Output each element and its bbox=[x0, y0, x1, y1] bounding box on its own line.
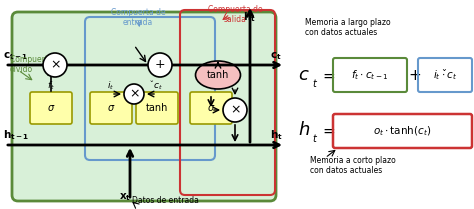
Text: tanh: tanh bbox=[207, 70, 229, 80]
Circle shape bbox=[43, 53, 67, 77]
Text: Compuerta de
olvido: Compuerta de olvido bbox=[10, 55, 64, 74]
FancyBboxPatch shape bbox=[30, 92, 72, 124]
Ellipse shape bbox=[195, 61, 240, 89]
Text: $\mathbf{h_t}$: $\mathbf{h_t}$ bbox=[243, 10, 256, 24]
Text: $f_t$: $f_t$ bbox=[47, 79, 55, 92]
FancyBboxPatch shape bbox=[190, 92, 232, 124]
Text: $\mathbf{c_{t-1}}$: $\mathbf{c_{t-1}}$ bbox=[3, 50, 28, 62]
Text: $c$: $c$ bbox=[298, 66, 310, 84]
Text: $i_t$: $i_t$ bbox=[108, 79, 115, 92]
Text: $\check{c}_t$: $\check{c}_t$ bbox=[150, 79, 164, 92]
Text: Datos de entrada: Datos de entrada bbox=[132, 196, 199, 205]
Text: Memoria a corto plazo
con datos actuales: Memoria a corto plazo con datos actuales bbox=[310, 156, 396, 175]
Text: Compuerta de
salida: Compuerta de salida bbox=[208, 5, 262, 24]
Text: $\sigma$: $\sigma$ bbox=[47, 103, 55, 113]
FancyBboxPatch shape bbox=[12, 12, 276, 201]
Text: $o_t$: $o_t$ bbox=[206, 82, 216, 92]
Text: $i_t \cdot \check{c}_t$: $i_t \cdot \check{c}_t$ bbox=[433, 68, 457, 82]
Text: $\mathbf{h_t}$: $\mathbf{h_t}$ bbox=[270, 128, 283, 142]
Text: $+$: $+$ bbox=[155, 59, 165, 71]
Text: $\mathbf{h_{t-1}}$: $\mathbf{h_{t-1}}$ bbox=[3, 128, 29, 142]
Text: Compuerta de
entrada: Compuerta de entrada bbox=[111, 8, 165, 27]
Text: Memoria a largo plazo
con datos actuales: Memoria a largo plazo con datos actuales bbox=[305, 18, 391, 37]
Circle shape bbox=[223, 98, 247, 122]
Text: $\sigma$: $\sigma$ bbox=[107, 103, 115, 113]
Text: $o_t \cdot \tanh(c_t)$: $o_t \cdot \tanh(c_t)$ bbox=[373, 124, 431, 138]
Text: $t$: $t$ bbox=[312, 132, 318, 144]
FancyBboxPatch shape bbox=[90, 92, 132, 124]
Text: $=$: $=$ bbox=[320, 122, 336, 138]
Text: $h$: $h$ bbox=[298, 121, 310, 139]
Text: $=$: $=$ bbox=[320, 68, 336, 83]
FancyBboxPatch shape bbox=[136, 92, 178, 124]
Text: $\times$: $\times$ bbox=[128, 88, 139, 101]
Text: tanh: tanh bbox=[146, 103, 168, 113]
Text: $+$: $+$ bbox=[408, 68, 421, 83]
Text: $\times$: $\times$ bbox=[229, 103, 240, 116]
Text: $\times$: $\times$ bbox=[50, 59, 60, 71]
Text: $\mathbf{c_t}$: $\mathbf{c_t}$ bbox=[270, 50, 282, 62]
Text: $\mathbf{x_t}$: $\mathbf{x_t}$ bbox=[119, 191, 131, 203]
Circle shape bbox=[148, 53, 172, 77]
Text: $\sigma$: $\sigma$ bbox=[207, 103, 215, 113]
Text: $f_t \cdot c_{t-1}$: $f_t \cdot c_{t-1}$ bbox=[351, 68, 389, 82]
Text: $t$: $t$ bbox=[312, 77, 318, 89]
Circle shape bbox=[124, 84, 144, 104]
